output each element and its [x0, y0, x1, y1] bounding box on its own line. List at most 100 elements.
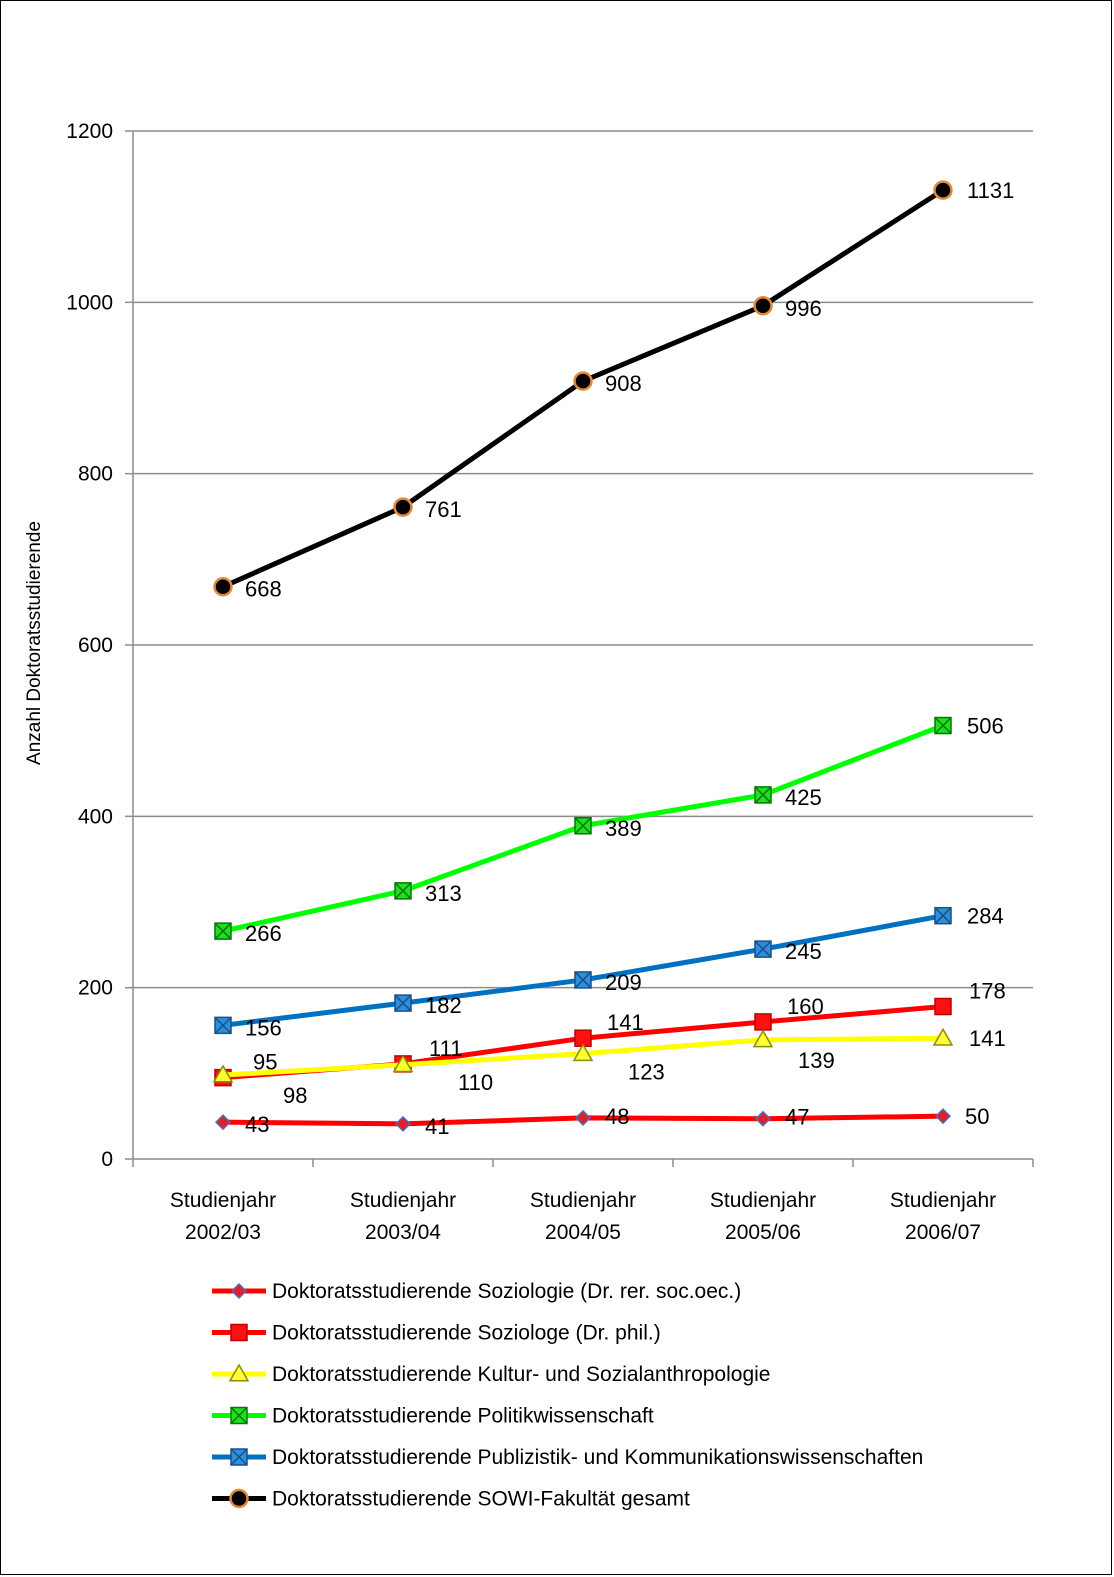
x-tick-label-line: 2002/03: [185, 1221, 261, 1244]
series-doktoratsstudierende-kultur-und-sozialanthropologie-label-2: 123: [628, 1060, 665, 1085]
series-doktoratsstudierende-soziologe-dr-phil-label-4: 178: [969, 979, 1006, 1004]
series-doktoratsstudierende-soziologie-dr-rer-soc-oec-point-4: [934, 1108, 952, 1125]
y-tick-label-400: 400: [78, 805, 113, 828]
series-doktoratsstudierende-publizistik-und-kommunikationswissenschaften-point-3: [754, 940, 772, 958]
series-doktoratsstudierende-soziologie-dr-rer-soc-oec-label-1: 41: [425, 1114, 449, 1139]
series-doktoratsstudierende-politikwissenschaft-point-1-cross-b: [394, 882, 412, 900]
series-doktoratsstudierende-soziologe-dr-phil-point-3: [754, 1013, 772, 1031]
series-doktoratsstudierende-politikwissenschaft-point-0-cross-b: [214, 922, 232, 940]
x-tick-label-3: Studienjahr 2005/06: [710, 1189, 816, 1244]
series-doktoratsstudierende-politikwissenschaft-point-3-cross-b: [754, 786, 772, 804]
series-doktoratsstudierende-publizistik-und-kommunikationswissenschaften-label-0: 156: [245, 1015, 282, 1040]
x-tick-label-line: 2003/04: [365, 1221, 441, 1244]
series-doktoratsstudierende-soziologe-dr-phil-label-3: 160: [787, 994, 824, 1019]
x-tick-label-line: Studienjahr: [710, 1189, 816, 1212]
series-doktoratsstudierende-politikwissenschaft-point-1: [394, 882, 412, 900]
legend-item-0: Doktoratsstudierende Soziologie (Dr. rer…: [212, 1280, 741, 1303]
legend-swatch-marker-3-cross-b: [230, 1406, 248, 1425]
series-doktoratsstudierende-sowi-fakult-t-gesamt-point-3: [753, 296, 773, 316]
series-doktoratsstudierende-soziologie-dr-rer-soc-oec-point-1: [394, 1115, 412, 1132]
series-doktoratsstudierende-politikwissenschaft-point-2-cross-b: [574, 817, 592, 835]
x-tick-label-1: Studienjahr 2003/04: [350, 1189, 456, 1244]
series-doktoratsstudierende-publizistik-und-kommunikationswissenschaften-label-4: 284: [967, 904, 1004, 929]
series-doktoratsstudierende-kultur-und-sozialanthropologie: [212, 1027, 954, 1083]
y-tick-label-0: 0: [101, 1148, 113, 1171]
legend-label-0: Doktoratsstudierende Soziologie (Dr. rer…: [272, 1280, 741, 1303]
legend-swatch-marker-2: [228, 1363, 250, 1382]
legend-item-4: Doktoratsstudierende Publizistik- und Ko…: [212, 1446, 923, 1469]
series-doktoratsstudierende-publizistik-und-kommunikationswissenschaften-point-4-cross-b: [934, 907, 952, 925]
series-doktoratsstudierende-sowi-fakult-t-gesamt-label-1: 761: [425, 497, 462, 522]
series-doktoratsstudierende-politikwissenschaft-point-4-cross-b: [934, 716, 952, 735]
legend-label-2: Doktoratsstudierende Kultur- und Soziala…: [272, 1363, 770, 1386]
legend-label-4: Doktoratsstudierende Publizistik- und Ko…: [272, 1446, 923, 1469]
series-doktoratsstudierende-publizistik-und-kommunikationswissenschaften-label-3: 245: [785, 939, 822, 964]
series-doktoratsstudierende-sowi-fakult-t-gesamt-label-0: 668: [245, 577, 282, 602]
series-doktoratsstudierende-sowi-fakult-t-gesamt-point-0: [213, 576, 233, 597]
series-doktoratsstudierende-kultur-und-sozialanthropologie-label-0: 98: [283, 1083, 307, 1108]
series-doktoratsstudierende-sowi-fakult-t-gesamt-point-2: [573, 371, 593, 391]
y-tick-label-1200: 1200: [66, 120, 113, 143]
series-doktoratsstudierende-soziologie-dr-rer-soc-oec-point-3: [754, 1110, 772, 1127]
x-tick-label-line: 2004/05: [545, 1221, 621, 1244]
legend: Doktoratsstudierende Soziologie (Dr. rer…: [212, 1280, 923, 1511]
series-doktoratsstudierende-publizistik-und-kommunikationswissenschaften-point-2-cross-b: [574, 971, 592, 989]
series-doktoratsstudierende-kultur-und-sozialanthropologie-label-4: 141: [969, 1026, 1006, 1051]
series-doktoratsstudierende-politikwissenschaft-point-2: [574, 817, 592, 835]
series-doktoratsstudierende-soziologie-dr-rer-soc-oec-point-2: [574, 1109, 592, 1126]
legend-label-3: Doktoratsstudierende Politikwissenschaft: [272, 1405, 654, 1428]
series-doktoratsstudierende-publizistik-und-kommunikationswissenschaften-point-1: [394, 994, 412, 1012]
legend-swatch-marker-5: [229, 1488, 249, 1509]
series-doktoratsstudierende-soziologe-dr-phil-point-4: [934, 997, 952, 1016]
legend-item-1: Doktoratsstudierende Soziologe (Dr. phil…: [212, 1322, 661, 1345]
legend-label-5: Doktoratsstudierende SOWI-Fakultät gesam…: [272, 1488, 690, 1511]
series-doktoratsstudierende-sowi-fakult-t-gesamt-point-4: [933, 180, 953, 200]
x-tick-label-line: Studienjahr: [350, 1189, 456, 1212]
series-doktoratsstudierende-publizistik-und-kommunikationswissenschaften: [214, 906, 952, 1035]
series-doktoratsstudierende-kultur-und-sozialanthropologie-point-2: [572, 1043, 594, 1062]
series-doktoratsstudierende-soziologie-dr-rer-soc-oec-label-3: 47: [785, 1105, 809, 1130]
series-doktoratsstudierende-politikwissenschaft-point-4: [934, 716, 952, 735]
series-doktoratsstudierende-publizistik-und-kommunikationswissenschaften-point-0: [214, 1016, 232, 1035]
series-doktoratsstudierende-soziologe-dr-phil-label-0: 95: [253, 1050, 277, 1075]
x-tick-label-line: Studienjahr: [530, 1189, 636, 1212]
series-doktoratsstudierende-politikwissenschaft-label-1: 313: [425, 881, 462, 906]
series-doktoratsstudierende-soziologie-dr-rer-soc-oec-label-4: 50: [965, 1104, 989, 1129]
series-doktoratsstudierende-sowi-fakult-t-gesamt: [213, 180, 953, 597]
legend-item-5: Doktoratsstudierende SOWI-Fakultät gesam…: [212, 1488, 690, 1511]
x-tick-label-0: Studienjahr 2002/03: [170, 1189, 276, 1244]
series-doktoratsstudierende-politikwissenschaft: [214, 716, 952, 940]
gridlines: [133, 130, 1033, 989]
series-doktoratsstudierende-publizistik-und-kommunikationswissenschaften-label-2: 209: [605, 970, 642, 995]
series-doktoratsstudierende-soziologe-dr-phil-label-2: 141: [607, 1010, 644, 1035]
series-doktoratsstudierende-sowi-fakult-t-gesamt-label-3: 996: [785, 296, 822, 321]
series-doktoratsstudierende-soziologie-dr-rer-soc-oec-label-2: 48: [605, 1104, 629, 1129]
series-doktoratsstudierende-sowi-fakult-t-gesamt-point-1: [393, 497, 413, 517]
x-tick-label-4: Studienjahr 2006/07: [890, 1189, 996, 1244]
legend-swatch-marker-0: [230, 1282, 248, 1300]
series-doktoratsstudierende-sowi-fakult-t-gesamt-label-4: 1131: [967, 178, 1014, 203]
series-layer: [212, 180, 954, 1132]
series-doktoratsstudierende-soziologe-dr-phil-label-1: 111: [429, 1036, 462, 1061]
series-doktoratsstudierende-kultur-und-sozialanthropologie-label-3: 139: [798, 1048, 835, 1073]
x-tick-label-2: Studienjahr 2004/05: [530, 1189, 636, 1244]
x-tick-label-line: 2006/07: [905, 1221, 981, 1244]
series-doktoratsstudierende-publizistik-und-kommunikationswissenschaften-point-0-cross-b: [214, 1016, 232, 1034]
y-tick-label-600: 600: [78, 634, 113, 657]
legend-item-3: Doktoratsstudierende Politikwissenschaft: [212, 1405, 654, 1428]
legend-item-2: Doktoratsstudierende Kultur- und Soziala…: [212, 1363, 770, 1386]
series-doktoratsstudierende-kultur-und-sozialanthropologie-point-1: [392, 1054, 414, 1073]
series-doktoratsstudierende-publizistik-und-kommunikationswissenschaften-line: [222, 913, 944, 1028]
series-doktoratsstudierende-politikwissenschaft-label-2: 389: [605, 816, 642, 841]
y-tick-label-1000: 1000: [66, 291, 113, 314]
series-doktoratsstudierende-soziologie-dr-rer-soc-oec: [214, 1108, 952, 1132]
x-tick-label-line: 2005/06: [725, 1221, 801, 1244]
series-doktoratsstudierende-kultur-und-sozialanthropologie-point-3: [752, 1029, 774, 1048]
x-tick-label-line: Studienjahr: [170, 1189, 276, 1212]
legend-swatch-marker-4: [230, 1448, 248, 1466]
series-doktoratsstudierende-soziologie-dr-rer-soc-oec-point-0: [214, 1114, 232, 1131]
legend-swatch-marker-3: [230, 1406, 248, 1425]
